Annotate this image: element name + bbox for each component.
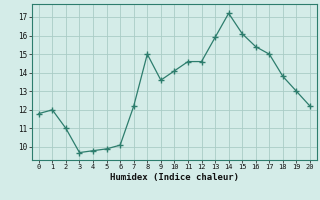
X-axis label: Humidex (Indice chaleur): Humidex (Indice chaleur)	[110, 173, 239, 182]
